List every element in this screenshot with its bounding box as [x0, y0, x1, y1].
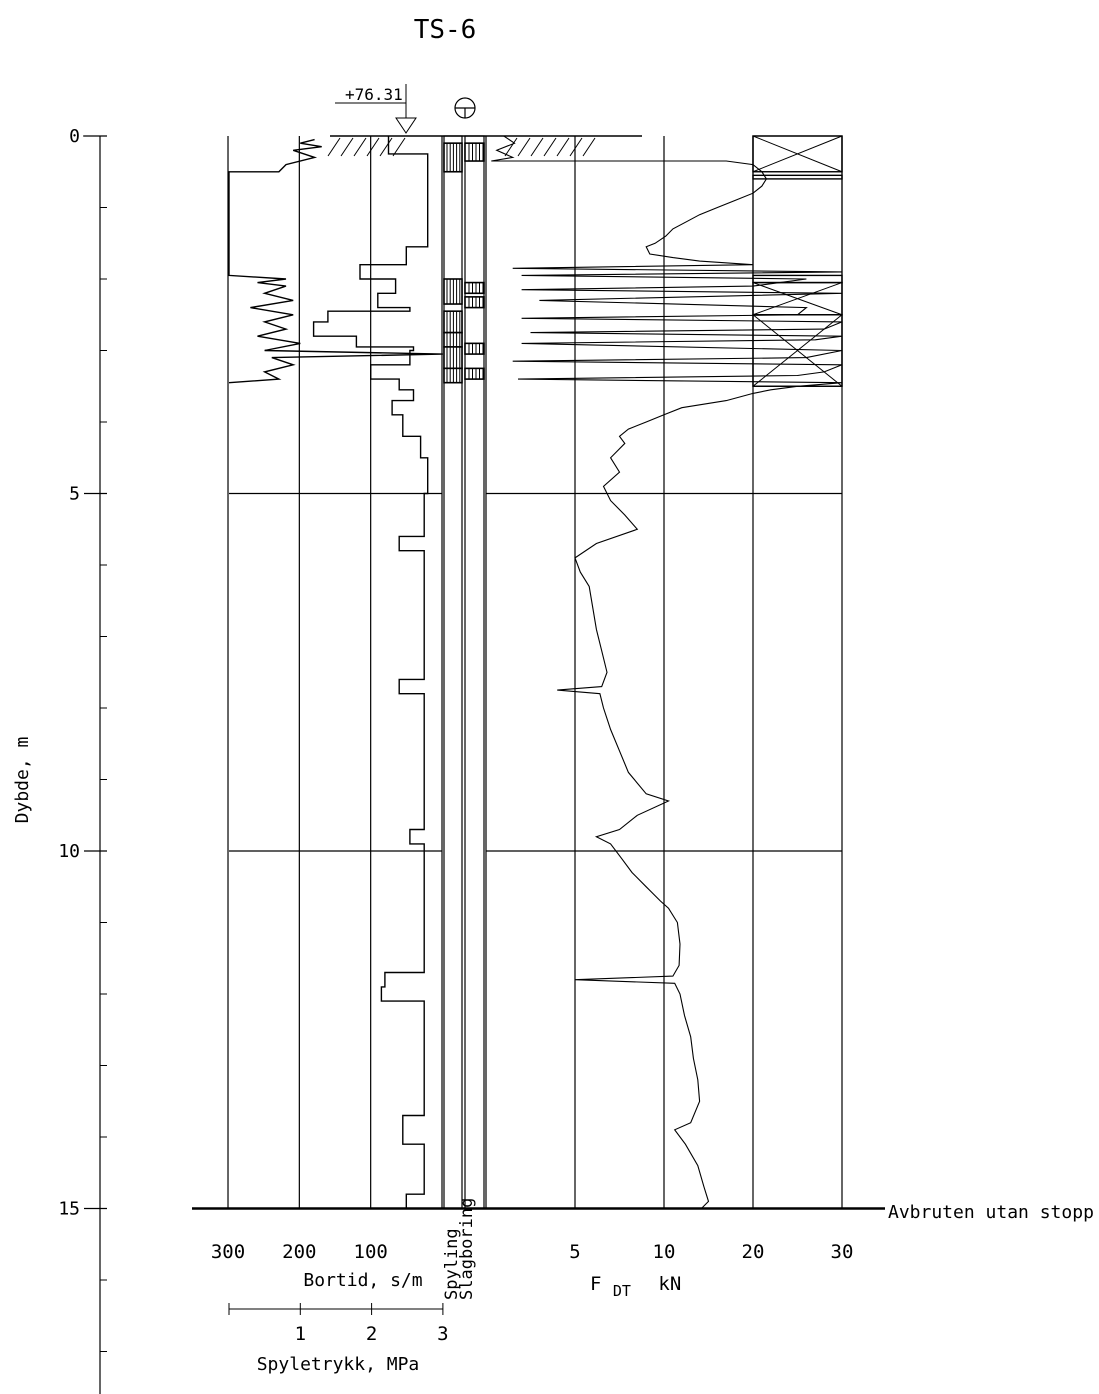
ground-hatch	[392, 137, 406, 157]
ground-hatch	[353, 137, 367, 157]
ground-hatch	[327, 137, 341, 157]
force-axis-label-sub: DT	[613, 1282, 631, 1300]
ground-hatch	[569, 137, 583, 157]
ground-hatch	[366, 137, 380, 157]
depth-tick-label: 10	[58, 841, 80, 862]
slagboring-label: Slagboring	[457, 1198, 477, 1300]
spyletrykk-axis-label: Spyletrykk, MPa	[257, 1354, 420, 1375]
diagram-title: TS-6	[414, 15, 477, 45]
bortid-tick-label: 300	[211, 1241, 245, 1263]
slagboring-interval	[464, 367, 485, 380]
ground-hatch	[582, 137, 596, 157]
slagboring-interval	[464, 342, 485, 355]
series-spyle	[228, 138, 443, 384]
stop-label: Avbruten utan stopp	[888, 1202, 1094, 1223]
ground-hatch	[543, 137, 557, 157]
depth-tick-label: 15	[58, 1199, 80, 1220]
force-axis-unit: kN	[658, 1273, 681, 1295]
soil-cross	[752, 282, 843, 316]
ground-hatch	[504, 137, 518, 157]
elevation-label: +76.31	[345, 85, 403, 104]
elevation-triangle-icon	[395, 117, 417, 134]
force-tick-label: 30	[831, 1241, 854, 1263]
depth-tick-label: 5	[69, 484, 80, 505]
soil-cross	[752, 314, 843, 387]
slagboring-interval	[464, 296, 485, 309]
ground-hatch	[340, 137, 354, 157]
bortid-tick-label: 100	[354, 1241, 388, 1263]
soil-layer	[752, 135, 843, 173]
ticks-layer: 0 5 10 15 300 200 100 5 10 20 30 1 2 3	[58, 126, 853, 1345]
columns-layer	[443, 135, 843, 1210]
bortid-axis-label: Bortid, s/m	[303, 1270, 422, 1291]
force-tick-label: 10	[653, 1241, 676, 1263]
ground-hatch	[530, 137, 544, 157]
spyletrykk-tick-label: 2	[366, 1323, 377, 1345]
ground-layer	[327, 84, 642, 157]
depth-axis-label: Dybde, m	[12, 737, 33, 824]
force-axis-label-main: F	[590, 1273, 601, 1295]
force-axis-label: F DT kN	[590, 1273, 681, 1301]
grid-layer	[83, 135, 885, 1394]
spyling-label: Spyling	[442, 1228, 462, 1300]
force-tick-label: 20	[742, 1241, 765, 1263]
ground-hatch	[556, 137, 570, 157]
depth-tick-label: 0	[69, 126, 80, 147]
soil-layer	[752, 174, 843, 180]
spyletrykk-tick-label: 1	[295, 1323, 306, 1345]
soil-cross	[752, 135, 843, 173]
ground-hatch	[379, 137, 393, 157]
ground-hatch	[517, 137, 531, 157]
series-bortid	[312, 136, 429, 1209]
slagboring-interval	[464, 142, 485, 162]
series-layer	[228, 135, 843, 1209]
spyletrykk-tick-label: 3	[437, 1323, 448, 1345]
force-tick-label: 5	[569, 1241, 580, 1263]
bortid-tick-label: 200	[282, 1241, 316, 1263]
slagboring-interval	[464, 281, 485, 295]
series-force	[491, 135, 843, 1209]
